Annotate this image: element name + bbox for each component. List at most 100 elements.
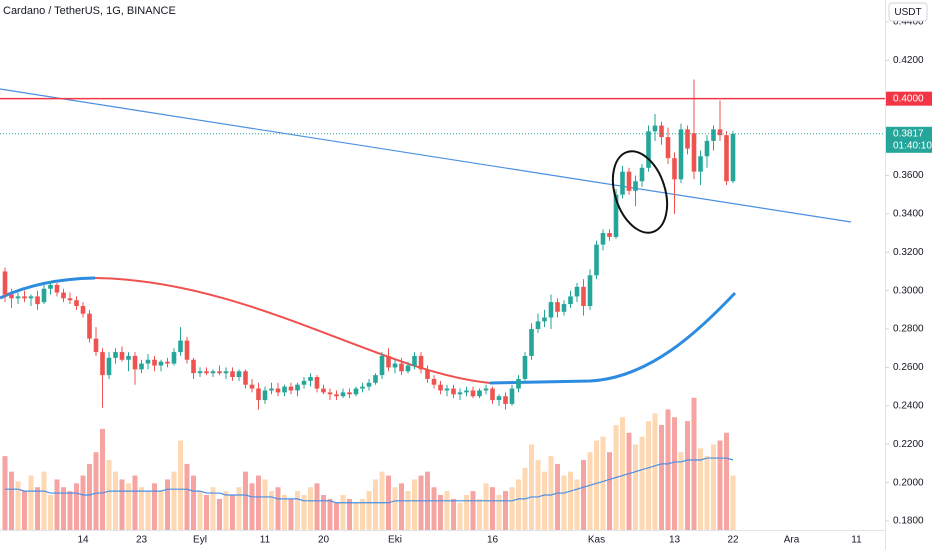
last-price-box — [886, 126, 932, 153]
volume-bar — [639, 436, 645, 530]
candle-body — [457, 392, 463, 395]
candle-body — [483, 388, 489, 391]
candle-body — [418, 355, 424, 370]
arc-drawing — [94, 277, 491, 384]
trend-line — [0, 88, 852, 223]
candle-body — [113, 352, 118, 358]
candle-body — [704, 140, 710, 157]
candle-body — [672, 158, 677, 180]
volume-bar — [15, 481, 21, 530]
volume-bar — [548, 456, 554, 530]
candle-body — [158, 361, 164, 366]
candle-body — [490, 388, 495, 401]
volume-bar — [659, 425, 664, 530]
candle-body — [41, 288, 47, 303]
candle-body — [217, 371, 222, 374]
x-tick-label: 22 — [727, 535, 739, 546]
axis-labels: 14 23 Eyl 11 20 Eki 16 Kas 13 22 Ara 11 0.4000 0.3817… — [0, 91, 932, 546]
candle-body — [35, 296, 40, 305]
candle-body — [262, 390, 268, 401]
candle-body — [184, 340, 190, 360]
candle-body — [594, 244, 599, 276]
candle-body — [171, 352, 177, 364]
candle-body — [399, 363, 404, 372]
volume-bar — [113, 471, 118, 530]
volume-bar — [535, 460, 541, 530]
volume-bar — [607, 452, 612, 530]
x-tick-label: 13 — [669, 535, 681, 546]
currency-box[interactable] — [888, 2, 928, 22]
volume-bar — [210, 487, 216, 530]
volume-bar — [204, 495, 209, 530]
y-tick-label: 0.2600 — [893, 362, 924, 373]
candle-body — [412, 355, 417, 366]
candle-body — [659, 125, 664, 138]
candle-body — [646, 131, 651, 168]
volume-bar — [490, 487, 495, 530]
volume-bar — [308, 487, 313, 530]
volume-bar — [711, 444, 716, 530]
volume-bar — [87, 463, 92, 530]
x-tick-label: 11 — [851, 535, 862, 546]
candle-body — [54, 284, 60, 293]
volume-bar — [249, 483, 255, 530]
candle-body — [178, 340, 183, 353]
volume-bar — [405, 491, 411, 530]
arc-drawing — [0, 276, 96, 300]
candle-body — [152, 359, 157, 366]
volume-bar — [730, 475, 736, 530]
volume-bar — [35, 487, 40, 530]
volume-bar — [678, 452, 684, 530]
volume-bar — [80, 475, 86, 530]
volume-bar — [41, 471, 47, 530]
y-tick-label: 0.2000 — [893, 477, 924, 488]
volume-bar — [392, 487, 398, 530]
volume-bar — [126, 483, 131, 530]
candle-body — [314, 377, 320, 389]
candle-body — [106, 357, 112, 376]
volume-bar — [2, 456, 8, 530]
candle-body — [574, 286, 580, 297]
volume-bar — [321, 495, 326, 530]
x-tick-label: 20 — [318, 535, 330, 546]
candle-body — [542, 317, 547, 322]
volume-bar — [301, 495, 307, 530]
volume-bar — [633, 444, 638, 530]
volume-bar — [93, 452, 99, 530]
volume-bar — [717, 440, 723, 530]
volume-bar — [197, 491, 203, 530]
candle-body — [581, 286, 586, 307]
volume-bar — [353, 502, 359, 530]
candle-body — [626, 171, 632, 191]
x-tick-label: 23 — [136, 535, 148, 546]
volume-bar — [574, 479, 580, 530]
x-tick-label: Ara — [784, 535, 800, 546]
volume-bar — [54, 479, 60, 530]
volume-bar — [347, 498, 352, 530]
candle-body — [275, 388, 281, 393]
candle-body — [496, 396, 502, 401]
candle-body — [87, 313, 92, 339]
currency[interactable]: USDT — [894, 7, 921, 18]
candle-body — [386, 355, 391, 368]
candle-body — [340, 392, 346, 397]
y-tick-label: 0.3200 — [893, 247, 924, 258]
x-tick-label: 11 — [260, 535, 271, 546]
volume-bar — [516, 479, 521, 530]
volume-bar — [587, 452, 593, 530]
candle-body — [451, 388, 456, 395]
candle-body — [282, 386, 287, 393]
candle-body — [295, 384, 300, 391]
y-tick-label: 0.3000 — [893, 285, 924, 296]
volume-bar — [555, 463, 560, 530]
volume-bar — [223, 491, 229, 530]
candle-body — [678, 129, 684, 180]
candle-body — [48, 284, 53, 289]
volume-bar — [698, 448, 703, 530]
volume-bar — [314, 483, 320, 530]
candle-body — [587, 275, 593, 307]
x-tick-label: 14 — [77, 535, 89, 546]
volume-bar — [594, 440, 599, 530]
volume-bar — [67, 491, 73, 530]
y-tick-label: 0.4200 — [893, 55, 924, 66]
